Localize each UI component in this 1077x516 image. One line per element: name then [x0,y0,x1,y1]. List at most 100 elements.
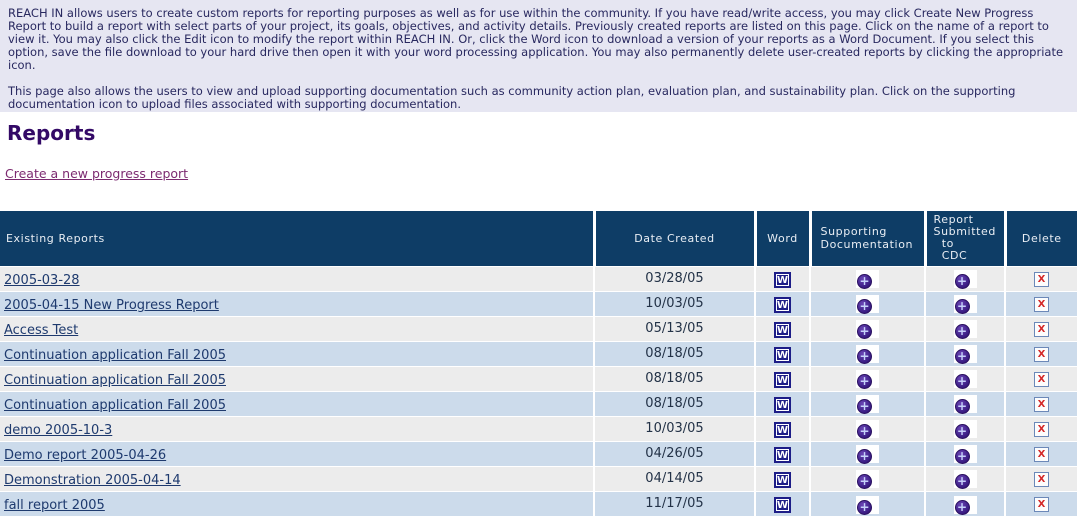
report-submitted-cdc-icon[interactable]: + [953,420,977,440]
delete-icon[interactable]: X [1034,347,1049,362]
supporting-documentation-icon[interactable]: + [856,445,879,465]
table-row: Demonstration 2005-04-14 04/14/05 W + + … [0,465,1077,491]
delete-icon[interactable]: X [1034,447,1049,462]
delete-icon[interactable]: X [1034,272,1049,287]
date-created-cell: 04/14/05 [593,465,755,491]
word-download-icon[interactable]: W [774,471,791,488]
report-name-link[interactable]: Access Test [4,323,79,338]
plus-icon: + [954,274,970,290]
plus-icon: + [954,424,970,440]
date-created-cell: 11/17/05 [593,490,755,516]
supporting-documentation-icon[interactable]: + [856,470,879,490]
word-download-icon[interactable]: W [774,296,791,313]
report-name-link[interactable]: fall report 2005 [4,498,105,514]
delete-icon[interactable]: X [1034,397,1049,412]
table-row: Demo report 2005-04-26 04/26/05 W + + X [0,440,1077,466]
report-submitted-cdc-cell: + [924,315,1005,341]
word-download-icon[interactable]: W [774,321,791,338]
date-created-cell: 10/03/05 [593,415,755,441]
date-created-cell: 08/18/05 [593,340,755,366]
report-name-link[interactable]: demo 2005-10-3 [4,423,113,438]
intro-paragraph-1: REACH IN allows users to create custom r… [8,6,1064,72]
report-submitted-cdc-icon[interactable]: + [953,495,977,515]
plus-icon: + [857,424,872,440]
word-icon-letter: W [776,423,789,436]
supporting-documentation-icon[interactable]: + [856,420,879,440]
report-submitted-cdc-icon[interactable]: + [953,370,977,390]
plus-icon: + [857,474,872,490]
supporting-documentation-cell: + [809,390,925,416]
delete-icon[interactable]: X [1034,372,1049,387]
delete-icon[interactable]: X [1034,422,1049,437]
column-header-existing-reports: Existing Reports [0,211,594,266]
column-header-supporting-documentation: Supporting Documentation [808,211,925,266]
report-submitted-cdc-icon[interactable]: + [953,395,977,415]
word-download-icon[interactable]: W [774,446,791,463]
report-submitted-cdc-icon[interactable]: + [953,270,977,290]
word-download-icon[interactable]: W [774,346,791,363]
plus-icon: + [857,449,872,465]
word-icon-letter: W [776,398,789,411]
report-name-link[interactable]: Demonstration 2005-04-14 [4,473,181,488]
report-submitted-cdc-icon[interactable]: + [953,470,977,490]
plus-icon: + [857,399,872,415]
table-row: Continuation application Fall 2005 08/18… [0,365,1077,391]
column-header-delete: Delete [1003,211,1077,266]
report-submitted-cdc-icon[interactable]: + [953,295,977,315]
supporting-documentation-icon[interactable]: + [856,320,879,340]
word-icon-letter: W [776,323,789,336]
report-name-cell: Continuation application Fall 2005 [0,340,594,366]
report-name-link[interactable]: Demo report 2005-04-26 [4,448,167,463]
supporting-documentation-icon[interactable]: + [856,270,879,290]
plus-icon: + [954,474,970,490]
supporting-documentation-icon[interactable]: + [856,395,879,415]
word-download-icon[interactable]: W [774,396,791,413]
word-download-icon[interactable]: W [774,421,791,438]
supporting-documentation-icon[interactable]: + [856,495,879,515]
delete-cell: X [1004,340,1077,366]
report-submitted-cdc-icon[interactable]: + [953,445,977,465]
report-name-link[interactable]: Continuation application Fall 2005 [4,373,226,388]
report-submitted-cdc-icon[interactable]: + [953,320,977,340]
delete-icon[interactable]: X [1034,297,1049,312]
report-name-link[interactable]: Continuation application Fall 2005 [4,398,226,413]
supporting-documentation-icon[interactable]: + [856,295,879,315]
create-new-progress-report-link[interactable]: Create a new progress report [5,166,189,181]
word-cell: W [754,415,810,441]
report-name-cell: Continuation application Fall 2005 [0,390,594,416]
word-download-icon[interactable]: W [774,496,791,513]
report-submitted-cdc-cell: + [924,340,1005,366]
delete-icon[interactable]: X [1034,472,1049,487]
plus-icon: + [954,399,970,415]
delete-cell: X [1004,440,1077,466]
word-cell: W [754,465,810,491]
report-submitted-cdc-cell: + [924,415,1005,441]
supporting-documentation-icon[interactable]: + [856,345,879,365]
plus-icon: + [857,274,872,290]
delete-cell: X [1004,415,1077,441]
word-cell: W [754,340,810,366]
report-name-link[interactable]: 2005-03-28 [4,273,80,288]
delete-icon[interactable]: X [1034,497,1049,513]
report-name-cell: Access Test [0,315,594,341]
supporting-documentation-icon[interactable]: + [856,370,879,390]
supporting-documentation-cell: + [809,315,925,341]
word-download-icon[interactable]: W [774,371,791,388]
word-cell: W [754,390,810,416]
table-row: Continuation application Fall 2005 08/18… [0,390,1077,416]
plus-icon: + [857,374,872,390]
report-submitted-cdc-icon[interactable]: + [953,345,977,365]
report-name-link[interactable]: Continuation application Fall 2005 [4,348,226,363]
word-cell: W [754,265,810,291]
supporting-documentation-cell: + [809,440,925,466]
delete-cell: X [1004,365,1077,391]
create-report-link-row: Create a new progress report [5,163,1077,181]
word-download-icon[interactable]: W [774,271,791,288]
table-header-row: Existing Reports Date Created Word Suppo… [0,211,1077,266]
report-name-cell: fall report 2005 [0,490,594,516]
report-name-cell: 2005-04-15 New Progress Report [0,290,594,316]
report-name-link[interactable]: 2005-04-15 New Progress Report [4,298,219,313]
date-created-cell: 10/03/05 [593,290,755,316]
delete-icon[interactable]: X [1034,322,1049,337]
date-created-cell: 08/18/05 [593,365,755,391]
